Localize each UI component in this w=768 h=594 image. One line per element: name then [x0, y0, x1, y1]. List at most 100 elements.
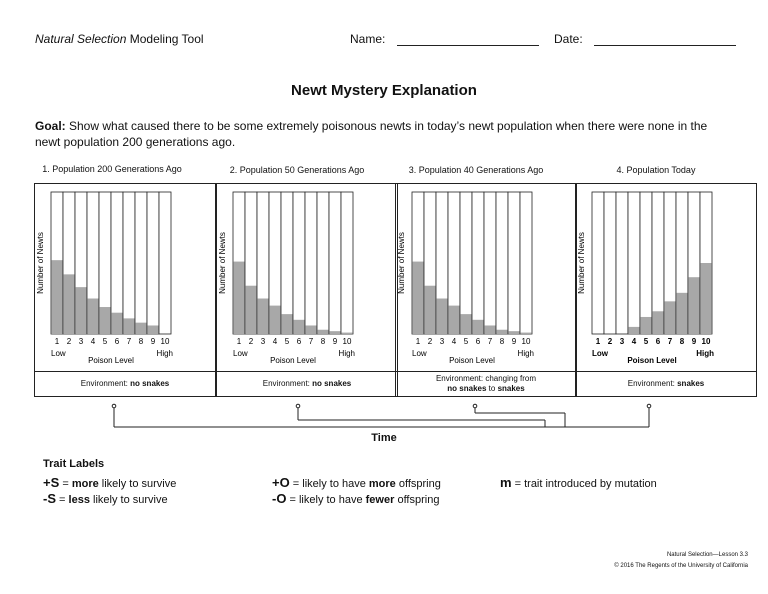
bar — [652, 311, 664, 334]
bar — [520, 332, 532, 334]
trait-symbol: +O — [272, 475, 290, 490]
tick-label: 6 — [656, 337, 661, 346]
name-line[interactable] — [396, 45, 539, 46]
tick-label: 9 — [692, 337, 697, 346]
y-axis-label: Number of Newts — [218, 232, 227, 294]
bar-slot — [158, 191, 172, 335]
x-high-label: High — [518, 349, 534, 358]
x-low-label: Low — [233, 349, 248, 358]
tick-label: 5 — [285, 337, 290, 346]
x-axis-label: Poison Level — [627, 356, 676, 365]
tick-label: 8 — [321, 337, 326, 346]
bar-slot — [519, 191, 533, 335]
footer-copyright: © 2016 The Regents of the University of … — [614, 563, 748, 569]
bar-slot — [471, 191, 485, 335]
tick-label: 7 — [127, 337, 132, 346]
panel-title-4: 4. Population Today — [616, 165, 696, 175]
tool-title-italic: Natural Selection — [35, 32, 127, 46]
trait-s-minus: -S = less likely to survive — [43, 491, 168, 506]
bar — [424, 285, 436, 334]
x-high-label: High — [696, 349, 714, 358]
tick-label: 3 — [440, 337, 445, 346]
bar — [676, 292, 688, 334]
tool-title-rest: Modeling Tool — [126, 32, 204, 46]
bar-slot — [146, 191, 160, 335]
trait-bold: more — [368, 478, 396, 490]
bar — [700, 263, 712, 334]
env-value-to: snakes — [497, 384, 525, 393]
y-axis-label: Number of Newts — [36, 232, 45, 294]
bar — [257, 298, 269, 334]
env-to: to — [486, 384, 498, 393]
goal-body: Show what caused there to be some extrem… — [35, 119, 708, 149]
tick-label: 3 — [79, 337, 84, 346]
goal-label: Goal: — [35, 119, 66, 133]
bar-slot — [122, 191, 136, 335]
tick-label: 4 — [273, 337, 278, 346]
trait-symbol: -O — [272, 491, 287, 506]
footer-lesson: Natural Selection—Lesson 3.3 — [666, 552, 748, 558]
bar — [233, 261, 245, 334]
bar-slot — [340, 191, 354, 335]
trait-o-plus: +O = likely to have more offspring — [272, 475, 441, 490]
tick-label: 4 — [452, 337, 457, 346]
tick-label: 9 — [512, 337, 517, 346]
panel-title-1: 1. Population 200 Generations Ago — [42, 164, 182, 174]
tick-label: 5 — [644, 337, 649, 346]
chart-1: Number of Newts 1 2 3 4 5 6 7 8 9 10 Low High Poison … — [36, 191, 173, 365]
tick-label: 1 — [596, 337, 601, 346]
y-axis-label: Number of Newts — [397, 232, 406, 294]
tick-label: 3 — [620, 337, 625, 346]
trait-post: offspring — [394, 494, 440, 506]
bar — [293, 319, 305, 334]
tick-label: 5 — [464, 337, 469, 346]
env-prefix: Environment: — [262, 379, 313, 388]
bar — [75, 287, 87, 334]
panel-divider — [35, 371, 215, 372]
chart-2: Number of Newts 1 2 3 4 5 6 7 8 9 10 Low High Poison … — [218, 191, 355, 365]
chart-3: Number of Newts 1 2 3 4 5 6 7 8 9 10 Low High Poison … — [397, 191, 534, 365]
env-value: no snakes — [312, 379, 352, 388]
date-line[interactable] — [594, 45, 737, 46]
bar — [412, 261, 424, 334]
bar — [664, 301, 676, 334]
goal-text: Goal: Show what caused there to be some … — [35, 118, 725, 150]
chart-4: Number of Newts 1 2 3 4 5 6 7 8 9 10 Low High Poison … — [577, 191, 714, 365]
bar-slot — [591, 191, 605, 335]
tick-label: 2 — [428, 337, 433, 346]
tick-label: 3 — [261, 337, 266, 346]
tick-label: 6 — [297, 337, 302, 346]
x-axis-label: Poison Level — [88, 356, 134, 365]
tick-label: 4 — [632, 337, 637, 346]
bar — [147, 325, 159, 334]
trait-symbol: +S — [43, 475, 60, 490]
bar-slot — [328, 191, 342, 335]
tick-label: 8 — [500, 337, 505, 346]
connector-dot-4 — [646, 403, 652, 409]
tick-label: 1 — [237, 337, 242, 346]
trait-m: m = trait introduced by mutation — [500, 475, 657, 490]
bar — [269, 305, 281, 334]
bar — [472, 319, 484, 334]
trait-o-minus: -O = likely to have fewer offspring — [272, 491, 439, 506]
bar-slot — [495, 191, 509, 335]
tick-label: 2 — [608, 337, 613, 346]
x-high-label: High — [339, 349, 355, 358]
tick-label: 10 — [522, 337, 531, 346]
name-field[interactable]: Name: — [350, 32, 539, 46]
connector-dot-3 — [472, 403, 478, 409]
date-label: Date: — [554, 32, 583, 46]
bar — [123, 318, 135, 334]
panel-1: Number of Newts 1 2 3 4 5 6 7 8 9 10 Low High Poison … — [34, 183, 216, 397]
time-label: Time — [371, 432, 397, 444]
bar — [341, 332, 353, 334]
bar — [99, 307, 111, 334]
date-field[interactable]: Date: — [554, 32, 737, 46]
connector-dot-1 — [111, 403, 117, 409]
environment-1: Environment: no snakes — [35, 372, 215, 396]
trait-pre: = — [56, 494, 69, 506]
tick-label: 10 — [702, 337, 711, 346]
tick-label: 7 — [668, 337, 673, 346]
bar-slot — [292, 191, 306, 335]
panel-title-3: 3. Population 40 Generations Ago — [408, 165, 544, 175]
